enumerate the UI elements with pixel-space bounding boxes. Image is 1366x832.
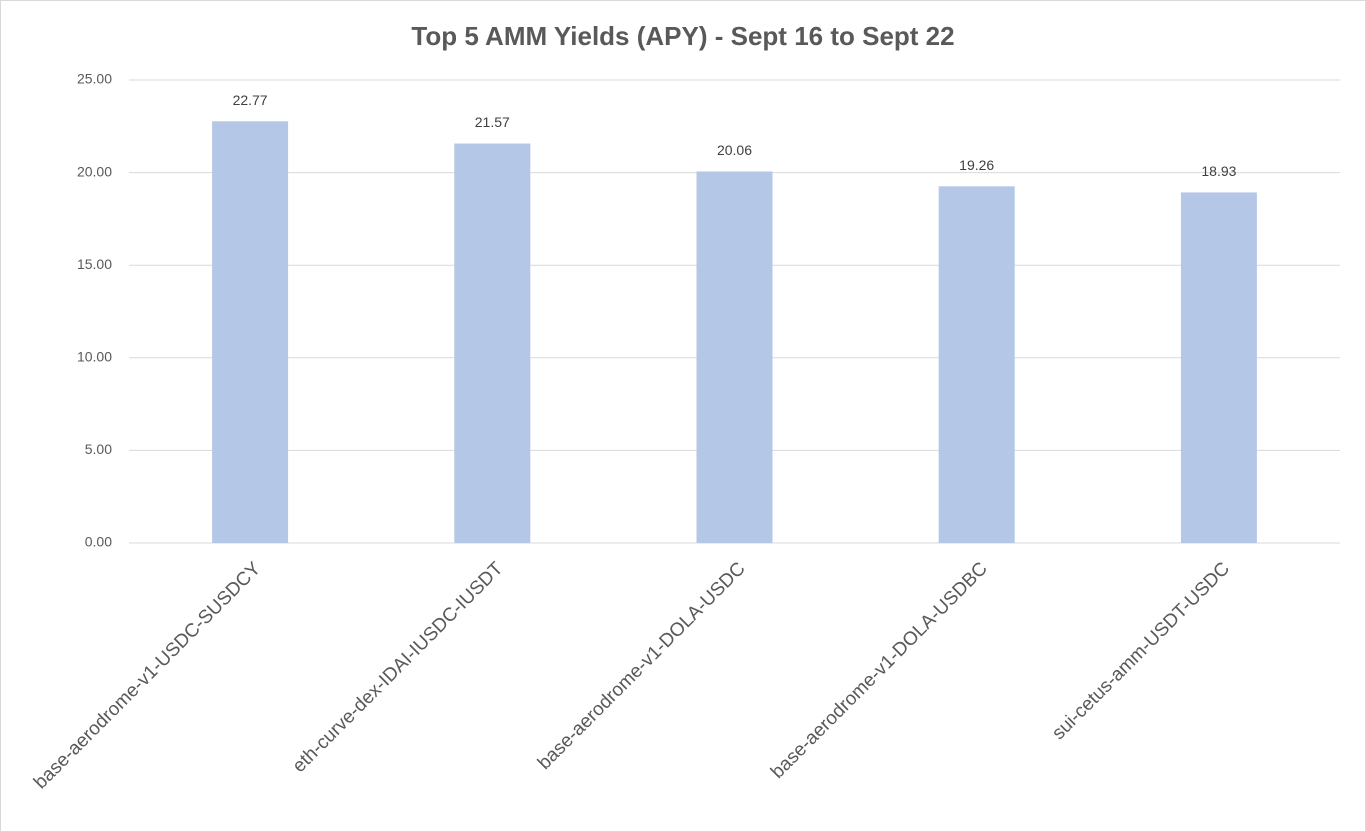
- y-tick-label: 25.00: [77, 71, 112, 87]
- y-tick-label: 5.00: [85, 441, 112, 457]
- bar: [696, 171, 773, 543]
- y-tick-label: 20.00: [77, 163, 112, 179]
- value-label: 21.57: [475, 114, 510, 130]
- bar: [212, 121, 289, 544]
- y-tick-label: 15.00: [77, 256, 112, 272]
- y-tick-label: 0.00: [85, 534, 112, 550]
- bar: [1180, 192, 1257, 544]
- y-tick-label: 10.00: [77, 349, 112, 365]
- bar: [454, 143, 531, 543]
- value-label: 20.06: [717, 142, 752, 158]
- value-label: 18.93: [1201, 163, 1236, 179]
- bar: [938, 186, 1015, 543]
- chart-title: Top 5 AMM Yields (APY) - Sept 16 to Sept…: [411, 21, 954, 51]
- value-label: 19.26: [959, 157, 994, 173]
- value-label: 22.77: [233, 92, 268, 108]
